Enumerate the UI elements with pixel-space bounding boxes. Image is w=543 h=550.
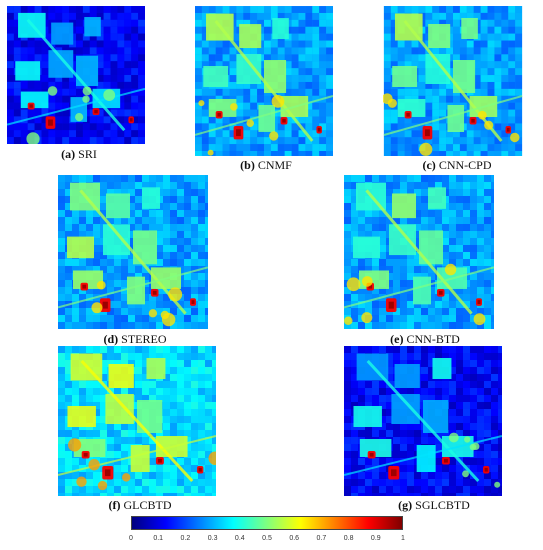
- heatmap-image-sri: [7, 6, 145, 144]
- caption-cnn-btd: (e) CNN-BTD: [390, 332, 460, 346]
- caption-sri: (a) SRI: [61, 147, 97, 161]
- colorbar: [131, 516, 403, 530]
- colorbar-tick-label: 0.9: [370, 535, 381, 542]
- heatmap-image-glcbtd: [58, 346, 216, 496]
- caption-cnmf: (b) CNMF: [240, 158, 292, 172]
- colorbar-tick-label: 0.4: [234, 535, 245, 542]
- colorbar-tick-label: 0.8: [343, 535, 354, 542]
- colorbar-tick-label: 1: [401, 535, 405, 542]
- colorbar-ticks: 0 0.1 0.2 0.3 0.4 0.5 0.6 0.7 0.8 0.9 1: [129, 535, 405, 545]
- colorbar-tick-label: 0.1: [153, 535, 164, 542]
- panel-cnn-cpd: [383, 6, 523, 156]
- colorbar-tick-label: 0.2: [180, 535, 191, 542]
- heatmap-image-cnn-btd: [344, 175, 494, 329]
- panel-stereo: [58, 175, 208, 329]
- caption-glcbtd: (f) GLCBTD: [108, 498, 172, 512]
- panel-cnmf: [195, 6, 333, 156]
- panel-glcbtd: [58, 346, 216, 496]
- colorbar-tick-label: 0.7: [316, 535, 327, 542]
- heatmap-image-stereo: [58, 175, 208, 329]
- heatmap-image-sglcbtd: [344, 346, 502, 496]
- colorbar-tick-label: 0.5: [262, 535, 272, 542]
- panel-sglcbtd: [344, 346, 502, 496]
- colorbar-tick-label: 0: [129, 535, 133, 542]
- panel-sri: [7, 6, 145, 144]
- panel-cnn-btd: [344, 175, 494, 329]
- colorbar-tick-label: 0.6: [289, 535, 300, 542]
- heatmap-image-cnn-cpd: [383, 6, 523, 156]
- heatmap-image-cnmf: [195, 6, 333, 156]
- caption-sglcbtd: (g) SGLCBTD: [398, 498, 470, 512]
- caption-stereo: (d) STEREO: [103, 332, 167, 346]
- caption-cnn-cpd: (c) CNN-CPD: [422, 158, 492, 172]
- colorbar-tick-label: 0.3: [207, 535, 218, 542]
